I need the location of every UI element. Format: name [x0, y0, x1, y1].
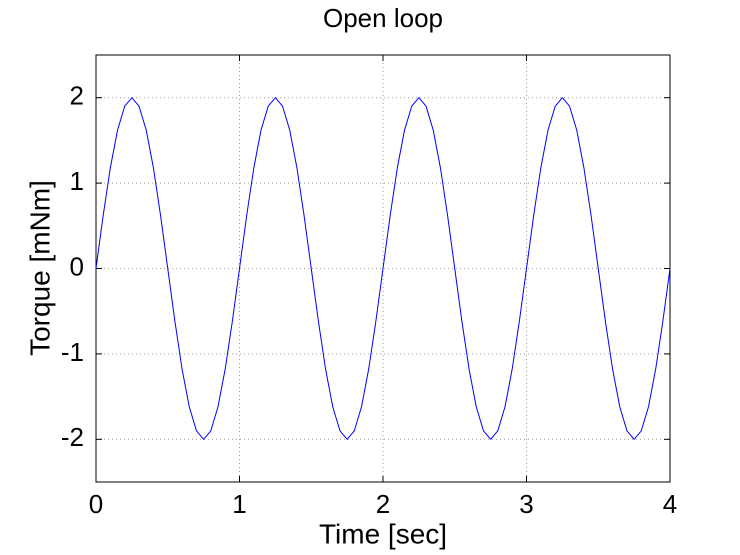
y-axis-label: Torque [mNm] — [24, 180, 55, 356]
x-axis-label: Time [sec] — [319, 518, 447, 549]
y-tick-label: -1 — [61, 337, 84, 367]
x-tick-label: 3 — [519, 489, 533, 519]
line-series — [95, 97, 671, 440]
x-tick-label: 0 — [89, 489, 103, 519]
x-tick-label: 2 — [376, 489, 390, 519]
y-tick-label: -2 — [61, 422, 84, 452]
y-tick-label: 1 — [70, 166, 84, 196]
x-tick-label: 1 — [232, 489, 246, 519]
x-tick-label: 4 — [663, 489, 677, 519]
y-tick-label: 0 — [70, 251, 84, 281]
y-tick-label: 2 — [70, 81, 84, 111]
chart-title: Open loop — [323, 3, 443, 33]
